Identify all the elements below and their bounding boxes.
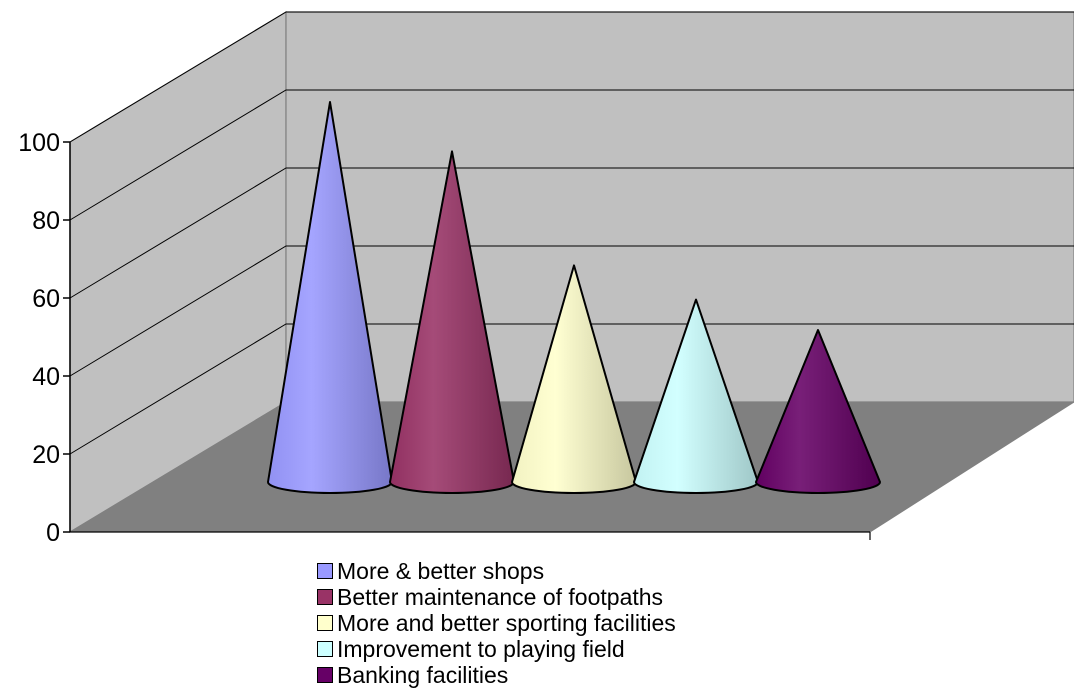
cone-1 [267, 101, 393, 494]
gridline [69, 89, 1074, 221]
legend-swatch [317, 667, 333, 683]
legend-item: Improvement to playing field [317, 636, 777, 662]
legend-swatch [317, 589, 333, 605]
legend: More & better shops Better maintenance of… [317, 558, 777, 688]
cones [267, 101, 881, 494]
legend-item: Better maintenance of footpaths [317, 584, 777, 610]
gridline [69, 245, 1074, 377]
y-tick-label: 60 [32, 285, 60, 313]
y-tick-label: 40 [32, 363, 60, 391]
gridline [69, 11, 1074, 143]
gridlines [69, 11, 1074, 455]
cone-5 [755, 329, 881, 494]
y-tick-label: 80 [32, 207, 60, 235]
cone-2 [389, 150, 515, 494]
back-wall [285, 11, 1074, 403]
legend-label: More and better sporting facilities [337, 609, 676, 636]
y-tick-label: 20 [32, 441, 60, 469]
cone-4 [633, 298, 759, 494]
legend-item: More & better shops [317, 558, 777, 584]
legend-item: More and better sporting facilities [317, 610, 777, 636]
legend-swatch [317, 615, 333, 631]
legend-swatch [317, 563, 333, 579]
y-tick-label: 100 [18, 129, 60, 157]
legend-label: Better maintenance of footpaths [337, 583, 664, 610]
gridline [69, 323, 1074, 455]
legend-item: Banking facilities [317, 662, 777, 688]
legend-label: Banking facilities [337, 661, 509, 688]
y-axis: 0 20 40 60 80 100 [18, 129, 871, 547]
y-tick-label: 0 [46, 519, 60, 547]
legend-label: More & better shops [337, 557, 545, 584]
cone-chart: 0 20 40 60 80 100 [18, 10, 1074, 547]
legend-label: Improvement to playing field [337, 635, 625, 662]
gridline [69, 167, 1074, 299]
cone-3 [511, 264, 637, 494]
legend-swatch [317, 641, 333, 657]
